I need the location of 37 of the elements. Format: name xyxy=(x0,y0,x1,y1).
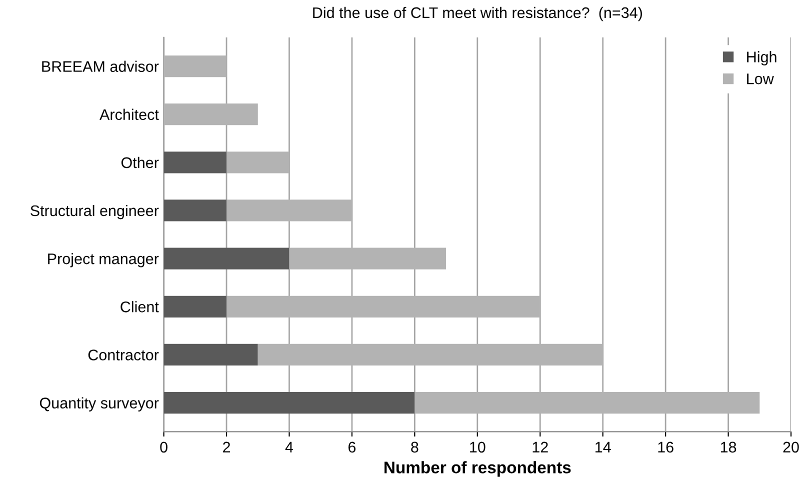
chart-title: Did the use of CLT meet with resistance? (n=34) xyxy=(313,6,642,22)
x-tick-label: 2 xyxy=(223,442,230,452)
x-tick-label: 4 xyxy=(285,442,294,452)
y-tick-label: Structural engineer xyxy=(30,204,159,220)
y-tick-label: Client xyxy=(120,301,159,312)
x-tick-label: 18 xyxy=(720,442,736,453)
bar xyxy=(164,152,227,174)
y-tick-label: Contractor xyxy=(88,350,159,360)
legend-label: Low xyxy=(747,74,774,84)
bar xyxy=(164,55,227,78)
bar xyxy=(258,344,603,366)
bar xyxy=(226,200,352,222)
x-tick-label: 10 xyxy=(470,442,486,453)
bar xyxy=(414,392,760,414)
y-tick-label: Project manager xyxy=(48,253,159,268)
y-tick-label: BREEAM advisor xyxy=(42,60,159,72)
bar xyxy=(164,296,227,318)
bar xyxy=(164,200,227,222)
x-tick-label: 20 xyxy=(783,442,799,453)
legend-label: High xyxy=(747,51,776,66)
x-tick-label: 16 xyxy=(658,442,674,453)
bar xyxy=(164,392,415,414)
bar xyxy=(164,248,290,270)
y-tick-label: Quantity surveyor xyxy=(40,397,159,412)
bar xyxy=(164,344,258,366)
x-tick-label: 12 xyxy=(532,442,548,452)
x-tick-label: 0 xyxy=(160,442,168,453)
bar xyxy=(289,248,446,270)
bar xyxy=(164,104,258,126)
x-tick-label: 14 xyxy=(596,442,611,452)
bar xyxy=(226,296,540,318)
y-tick-label: Other xyxy=(121,156,159,168)
y-tick-label: Architect xyxy=(100,108,159,120)
x-tick-label: 8 xyxy=(411,442,418,453)
bar xyxy=(226,152,290,174)
x-axis-title: Number of respondents xyxy=(384,461,571,477)
x-tick-label: 6 xyxy=(348,442,356,453)
